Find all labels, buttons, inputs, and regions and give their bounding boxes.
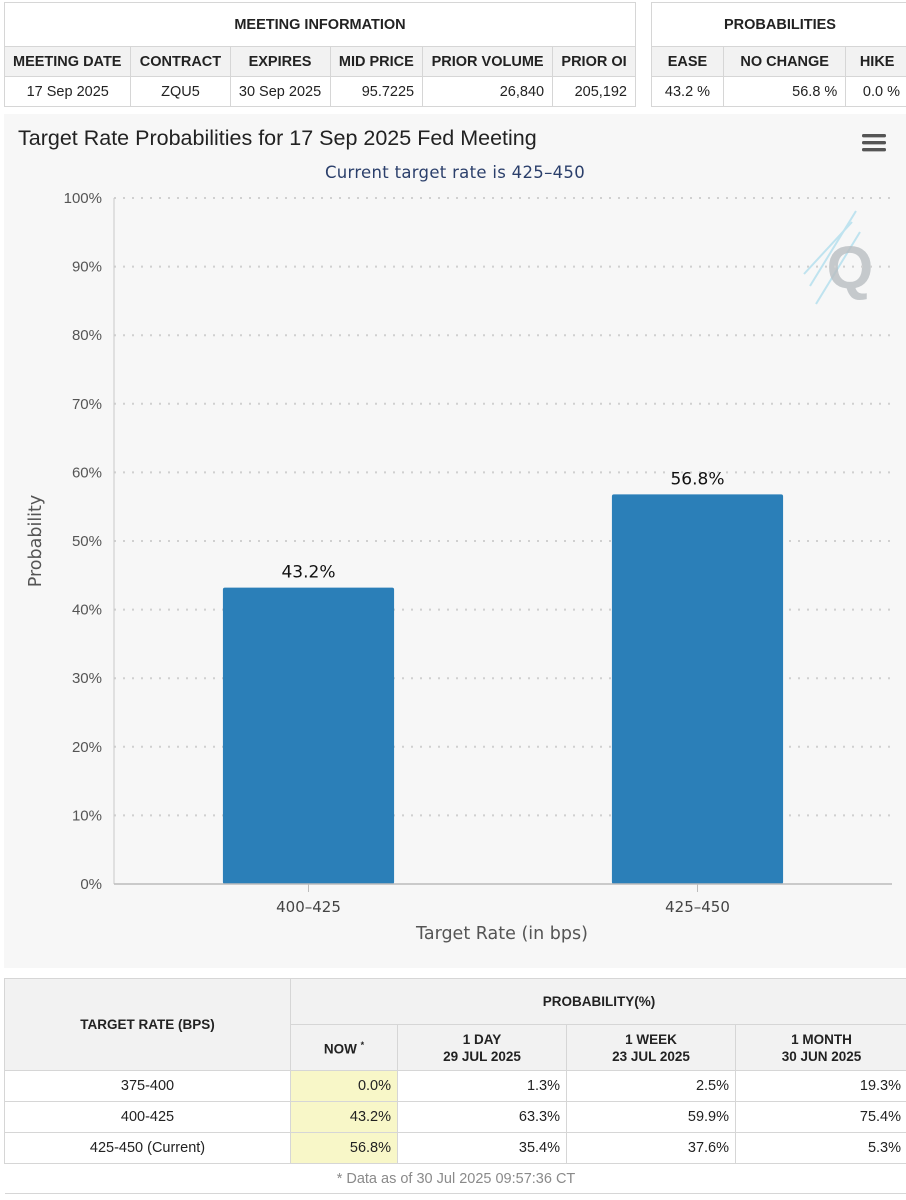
header-now-label: NOW <box>323 1041 357 1057</box>
header-1-week-label: 1 WEEK <box>625 1031 677 1047</box>
header-1-month: 1 MONTH 30 JUN 2025 <box>735 1024 906 1071</box>
now-cell: 0.0% <box>290 1070 398 1102</box>
prior-oi-value: 205,192 <box>552 76 636 107</box>
y-tick-label: 0% <box>80 876 102 893</box>
x-axis-ticks: 400–425 425–450 <box>276 884 730 916</box>
watermark-logo: Q <box>803 210 874 305</box>
hamburger-menu-icon[interactable] <box>860 133 886 155</box>
one-week-cell: 59.9% <box>566 1101 736 1133</box>
contract-value: ZQU5 <box>130 76 231 107</box>
header-meeting-date: MEETING DATE <box>3 46 132 77</box>
y-axis-ticks: 0% 10% 20% 30% 40% 50% 60% 70% 80% 90% 100% <box>64 190 102 893</box>
watermark-q: Q <box>827 234 874 301</box>
probability-chart: Target Rate Probabilities for 17 Sep 202… <box>18 126 892 944</box>
y-tick-label: 20% <box>72 739 102 756</box>
header-probability: PROBABILITY(%) <box>290 978 906 1025</box>
header-prior-oi: PRIOR OI <box>552 46 636 77</box>
header-now: NOW * <box>290 1024 398 1071</box>
header-1-day-label: 1 DAY <box>462 1031 502 1047</box>
one-month-cell: 5.3% <box>735 1132 906 1164</box>
data-timestamp-footnote: * Data as of 30 Jul 2025 09:57:36 CT <box>4 1163 906 1194</box>
header-1-month-label: 1 MONTH <box>791 1031 852 1047</box>
ease-value: 43.2 % <box>651 76 724 107</box>
table-row: 400-425 43.2% 63.3% 59.9% 75.4% <box>4 1101 906 1133</box>
expires-value: 30 Sep 2025 <box>229 76 331 107</box>
bar[interactable] <box>222 587 395 884</box>
rate-cell: 400-425 <box>4 1101 291 1133</box>
header-ease: EASE <box>651 46 724 77</box>
table-row: 375-400 0.0% 1.3% 2.5% 19.3% <box>4 1070 906 1102</box>
chart-title: Target Rate Probabilities for 17 Sep 202… <box>18 126 537 150</box>
y-tick-label: 40% <box>72 602 102 619</box>
bar[interactable] <box>611 494 784 884</box>
one-week-cell: 37.6% <box>566 1132 736 1164</box>
table-row: 425-450 (Current) 56.8% 35.4% 37.6% 5.3% <box>4 1132 906 1164</box>
header-1-day: 1 DAY 29 JUL 2025 <box>397 1024 567 1071</box>
prior-volume-value: 26,840 <box>422 76 554 107</box>
y-tick-label: 10% <box>72 807 102 824</box>
data-label: 43.2% <box>281 563 335 583</box>
y-tick-label: 60% <box>72 464 102 481</box>
x-tick-label: 400–425 <box>276 898 341 916</box>
history-table: TARGET RATE (BPS) PROBABILITY(%) NOW * 1… <box>4 978 906 1194</box>
y-tick-label: 70% <box>72 396 102 413</box>
rate-cell: 375-400 <box>4 1070 291 1102</box>
y-tick-label: 90% <box>72 259 102 276</box>
now-cell: 43.2% <box>290 1101 398 1133</box>
header-expires: EXPIRES <box>229 46 331 77</box>
meeting-info-table: MEETING INFORMATION MEETING DATE CONTRAC… <box>3 2 636 107</box>
header-no-change: NO CHANGE <box>722 46 847 77</box>
one-month-cell: 19.3% <box>735 1070 906 1102</box>
x-tick-label: 425–450 <box>665 898 730 916</box>
header-1-month-date: 30 JUN 2025 <box>781 1048 862 1064</box>
y-tick-label: 80% <box>72 327 102 344</box>
one-day-cell: 63.3% <box>397 1101 567 1133</box>
bars <box>222 494 784 884</box>
header-1-week-date: 23 JUL 2025 <box>612 1048 690 1064</box>
hike-value: 0.0 % <box>845 76 906 107</box>
header-mid-price: MID PRICE <box>329 46 424 77</box>
header-prior-volume: PRIOR VOLUME <box>422 46 554 77</box>
y-tick-label: 100% <box>64 190 102 207</box>
header-now-marker: * <box>360 1040 365 1051</box>
now-cell: 56.8% <box>290 1132 398 1164</box>
one-week-cell: 2.5% <box>566 1070 736 1102</box>
no-change-value: 56.8 % <box>722 76 847 107</box>
data-labels: 43.2% 56.8% <box>281 469 724 582</box>
header-1-day-date: 29 JUL 2025 <box>443 1048 521 1064</box>
one-day-cell: 1.3% <box>397 1070 567 1102</box>
chart-panel: Target Rate Probabilities for 17 Sep 202… <box>4 114 906 968</box>
chart-subtitle: Current target rate is 425–450 <box>325 163 585 182</box>
header-target-rate: TARGET RATE (BPS) <box>4 978 291 1071</box>
rate-cell: 425-450 (Current) <box>4 1132 291 1164</box>
mid-price-value: 95.7225 <box>329 76 424 107</box>
header-contract: CONTRACT <box>130 46 231 77</box>
y-axis-label: Probability <box>26 495 46 588</box>
header-hike: HIKE <box>845 46 906 77</box>
header-1-week: 1 WEEK 23 JUL 2025 <box>566 1024 736 1071</box>
meeting-info-title: MEETING INFORMATION <box>4 2 636 47</box>
x-axis-label: Target Rate (in bps) <box>415 924 588 944</box>
probabilities-title: PROBABILITIES <box>651 2 906 47</box>
y-tick-label: 30% <box>72 670 102 687</box>
one-month-cell: 75.4% <box>735 1101 906 1133</box>
data-label: 56.8% <box>670 469 724 489</box>
one-day-cell: 35.4% <box>397 1132 567 1164</box>
probabilities-table: PROBABILITIES EASE NO CHANGE HIKE 43.2 %… <box>651 2 906 107</box>
meeting-date-value: 17 Sep 2025 <box>3 76 132 107</box>
y-tick-label: 50% <box>72 533 102 550</box>
